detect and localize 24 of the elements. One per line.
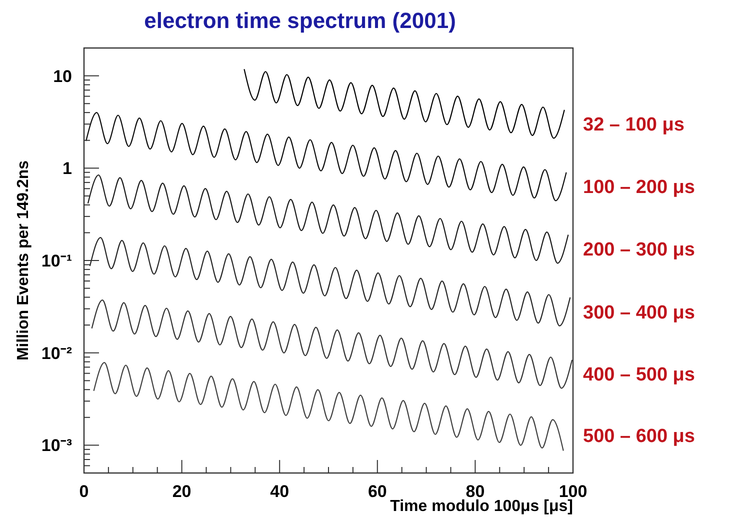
y-axis-title: Million Events per 149.2ns xyxy=(15,160,32,361)
line-series xyxy=(93,362,564,452)
y-tick-label: 10⁻¹ xyxy=(41,251,72,270)
x-tick-label: 20 xyxy=(172,482,192,501)
line-series xyxy=(89,237,571,326)
series-label: 200 – 300 μs xyxy=(583,240,695,261)
x-tick-label: 0 xyxy=(79,482,89,501)
y-tick-label: 1 xyxy=(62,159,72,178)
x-tick-label: 40 xyxy=(270,482,290,501)
x-axis-title: Time modulo 100μs [μs] xyxy=(390,498,573,515)
y-tick-label: 10⁻³ xyxy=(41,436,72,456)
series-label: 100 – 200 μs xyxy=(583,177,695,198)
line-series xyxy=(86,112,567,202)
x-tick-label: 80 xyxy=(466,482,485,501)
line-series xyxy=(87,174,569,264)
x-tick-label: 60 xyxy=(368,482,387,501)
line-series xyxy=(244,68,565,139)
y-tick-label: 10⁻² xyxy=(41,344,72,363)
y-tick-label: 10 xyxy=(53,66,72,86)
series-label: 32 – 100 μs xyxy=(583,114,684,136)
series-label: 300 – 400 μs xyxy=(583,302,695,324)
series-label: 500 – 600 μs xyxy=(583,426,695,447)
chart-title: electron time spectrum (2001) xyxy=(144,8,456,33)
series-label: 400 – 500 μs xyxy=(583,364,695,386)
